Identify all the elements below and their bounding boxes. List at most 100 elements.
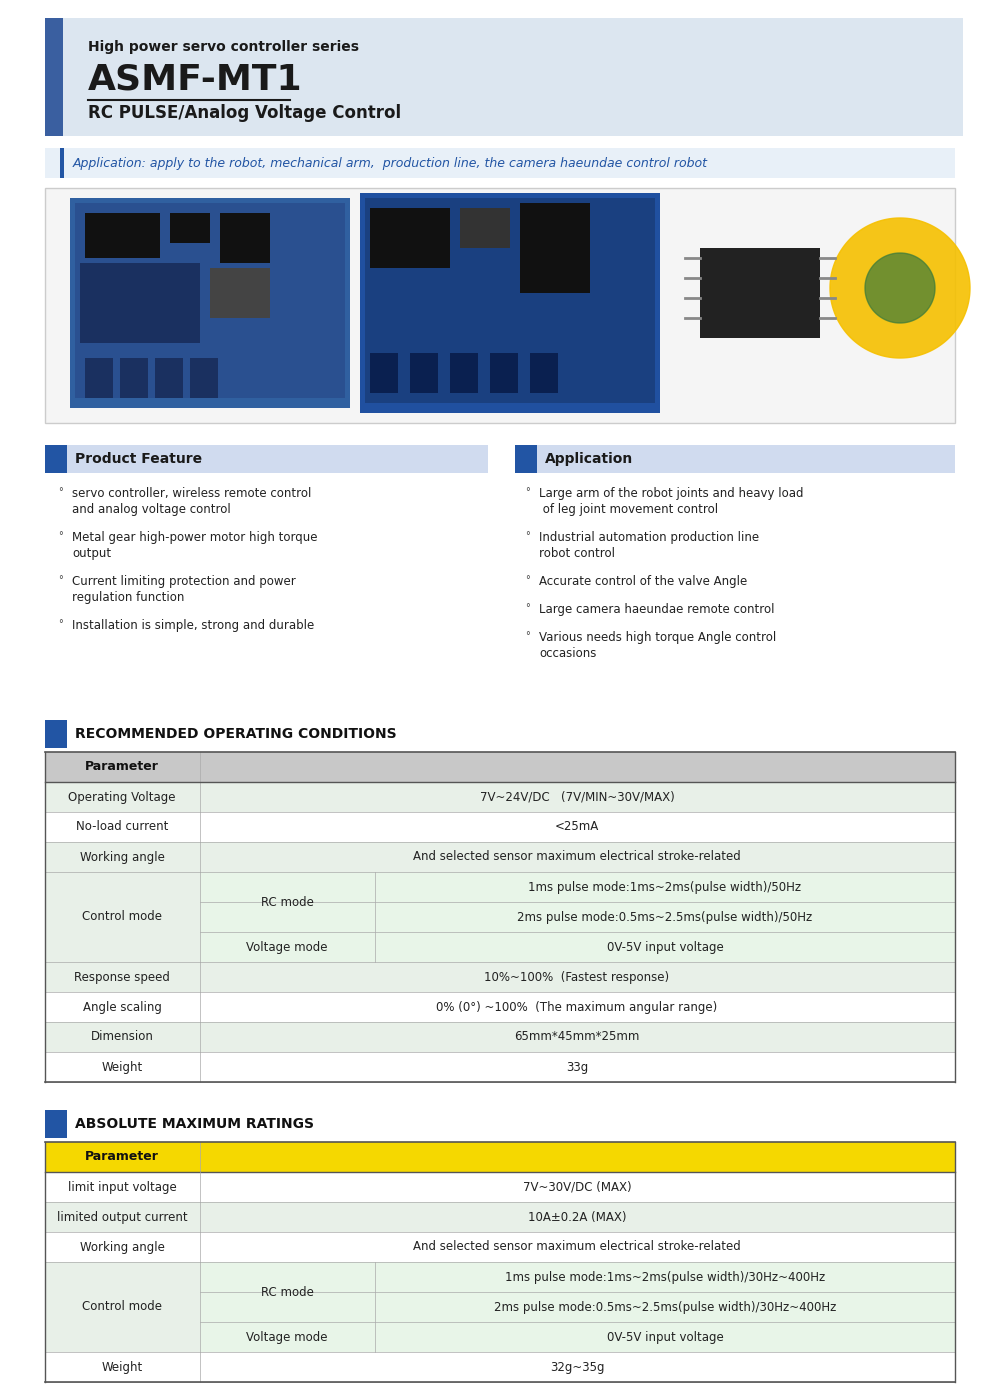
Text: regulation function: regulation function [72, 591, 184, 604]
Bar [220, 213, 270, 263]
Text: limited output current: limited output current [57, 1210, 187, 1224]
Polygon shape [865, 252, 935, 323]
Bar [520, 204, 590, 293]
Text: 0V-5V input voltage: 0V-5V input voltage [607, 941, 723, 953]
Bar [370, 353, 398, 393]
Text: servo controller, wireless remote control: servo controller, wireless remote contro… [72, 487, 311, 500]
Bar [530, 353, 558, 393]
Text: limit input voltage: limit input voltage [68, 1181, 176, 1193]
Text: occasions: occasions [539, 647, 596, 659]
Text: output: output [72, 546, 111, 560]
Text: Various needs high torque Angle control: Various needs high torque Angle control [539, 631, 776, 644]
Bar [60, 148, 64, 178]
Text: of leg joint movement control: of leg joint movement control [539, 503, 718, 516]
Bar [45, 719, 67, 749]
Bar [210, 268, 270, 318]
Text: 10%~100%  (Fastest response): 10%~100% (Fastest response) [484, 970, 670, 984]
Bar [700, 248, 820, 337]
Bar [375, 1322, 955, 1352]
Bar [45, 188, 955, 422]
Text: Voltage mode: Voltage mode [246, 941, 328, 953]
Text: Application: apply to the robot, mechanical arm,  production line, the camera ha: Application: apply to the robot, mechani… [73, 156, 708, 170]
Bar [70, 198, 350, 408]
Text: Parameter: Parameter [85, 1150, 159, 1164]
Text: °: ° [525, 631, 530, 641]
Bar [200, 873, 375, 933]
Bar [45, 1022, 955, 1052]
Bar [360, 192, 660, 413]
Text: Weight: Weight [101, 1061, 143, 1073]
Bar [45, 148, 955, 178]
Text: 0V-5V input voltage: 0V-5V input voltage [607, 1330, 723, 1344]
Text: °: ° [58, 619, 63, 629]
Bar [410, 353, 438, 393]
Text: °: ° [58, 531, 63, 541]
Bar [515, 445, 537, 473]
Text: 0% (0°) ~100%  (The maximum angular range): 0% (0°) ~100% (The maximum angular range… [436, 1001, 718, 1013]
Text: 2ms pulse mode:0.5ms~2.5ms(pulse width)/50Hz: 2ms pulse mode:0.5ms~2.5ms(pulse width)/… [517, 910, 813, 923]
Bar [45, 1052, 955, 1082]
Text: and analog voltage control: and analog voltage control [72, 503, 231, 516]
Text: 1ms pulse mode:1ms~2ms(pulse width)/50Hz: 1ms pulse mode:1ms~2ms(pulse width)/50Hz [528, 881, 802, 894]
Text: 2ms pulse mode:0.5ms~2.5ms(pulse width)/30Hz~400Hz: 2ms pulse mode:0.5ms~2.5ms(pulse width)/… [494, 1301, 836, 1313]
Bar [45, 18, 63, 137]
Bar [450, 353, 478, 393]
Bar [45, 1202, 955, 1232]
Text: 10A±0.2A (MAX): 10A±0.2A (MAX) [528, 1210, 626, 1224]
Text: Accurate control of the valve Angle: Accurate control of the valve Angle [539, 574, 747, 588]
Text: RC mode: RC mode [261, 1285, 313, 1298]
Bar [45, 842, 955, 873]
Text: And selected sensor maximum electrical stroke-related: And selected sensor maximum electrical s… [413, 1241, 741, 1253]
Text: Operating Voltage: Operating Voltage [68, 790, 176, 803]
Bar [490, 353, 518, 393]
Text: Control mode: Control mode [82, 1301, 162, 1313]
Bar [85, 213, 160, 258]
Bar [45, 445, 67, 473]
Text: 1ms pulse mode:1ms~2ms(pulse width)/30Hz~400Hz: 1ms pulse mode:1ms~2ms(pulse width)/30Hz… [505, 1270, 825, 1284]
Text: Working angle: Working angle [80, 850, 164, 863]
Text: Working angle: Working angle [80, 1241, 164, 1253]
Text: Control mode: Control mode [82, 910, 162, 923]
Bar [375, 1262, 955, 1292]
Text: 33g: 33g [566, 1061, 588, 1073]
Text: °: ° [525, 487, 530, 498]
Bar [45, 1142, 955, 1172]
Text: 32g~35g: 32g~35g [550, 1361, 604, 1373]
Text: Large camera haeundae remote control: Large camera haeundae remote control [539, 604, 774, 616]
Bar [460, 208, 510, 248]
Text: 65mm*45mm*25mm: 65mm*45mm*25mm [514, 1030, 640, 1044]
Bar [190, 358, 218, 399]
Bar [45, 1352, 955, 1381]
Bar [370, 208, 450, 268]
Bar [120, 358, 148, 399]
Text: RECOMMENDED OPERATING CONDITIONS: RECOMMENDED OPERATING CONDITIONS [75, 728, 397, 742]
Bar [170, 213, 210, 243]
Text: °: ° [525, 574, 530, 585]
Bar [45, 993, 955, 1022]
Text: RC PULSE/Analog Voltage Control: RC PULSE/Analog Voltage Control [88, 105, 401, 123]
Text: Industrial automation production line: Industrial automation production line [539, 531, 759, 544]
Bar [200, 1322, 375, 1352]
Bar [45, 782, 955, 811]
Bar [155, 358, 183, 399]
Bar [85, 358, 113, 399]
Text: Dimension: Dimension [91, 1030, 153, 1044]
Text: No-load current: No-load current [76, 821, 168, 834]
Text: °: ° [525, 531, 530, 541]
Text: 7V~30V/DC (MAX): 7V~30V/DC (MAX) [523, 1181, 631, 1193]
Bar [45, 445, 488, 473]
Bar [45, 873, 200, 962]
Text: Product Feature: Product Feature [75, 452, 202, 466]
Text: Installation is simple, strong and durable: Installation is simple, strong and durab… [72, 619, 314, 631]
Text: Response speed: Response speed [74, 970, 170, 984]
Bar [45, 1110, 67, 1138]
Polygon shape [830, 217, 970, 358]
Bar [375, 933, 955, 962]
Bar [200, 933, 375, 962]
Text: Metal gear high-power motor high torque: Metal gear high-power motor high torque [72, 531, 318, 544]
Bar [515, 445, 955, 473]
Bar [45, 1262, 200, 1352]
Bar [45, 1172, 955, 1202]
Text: robot control: robot control [539, 546, 615, 560]
Bar [45, 811, 955, 842]
